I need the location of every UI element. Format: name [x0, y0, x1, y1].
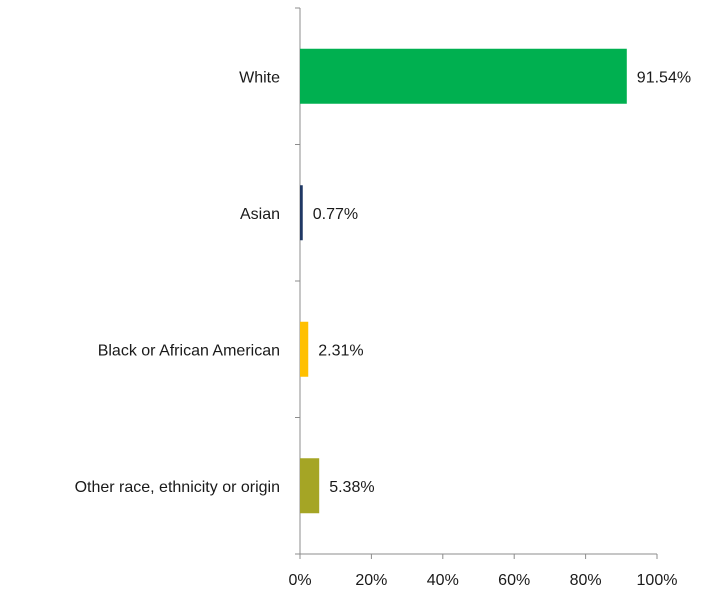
bar	[300, 48, 627, 104]
x-tick-label: 100%	[637, 572, 678, 589]
data-label: 0.77%	[313, 206, 358, 223]
category-label: White	[239, 69, 280, 86]
bar	[300, 321, 309, 377]
labels: 0% 20% 40% 60% 80% 100% White 91.54% Asian 0.77% B…	[75, 69, 691, 589]
bars	[300, 48, 627, 514]
x-tick-label: 60%	[498, 572, 530, 589]
x-tick-label: 40%	[427, 572, 459, 589]
category-label: Other race, ethnicity or origin	[75, 479, 280, 496]
bar	[300, 185, 303, 241]
category-label: Black or African American	[98, 342, 280, 359]
category-label: Asian	[240, 206, 280, 223]
data-label: 91.54%	[637, 69, 691, 86]
data-label: 5.38%	[329, 479, 374, 496]
x-tick-label: 20%	[355, 572, 387, 589]
x-tick-label: 80%	[570, 572, 602, 589]
data-label: 2.31%	[318, 342, 363, 359]
bar	[300, 458, 320, 514]
x-tick-label: 0%	[288, 572, 311, 589]
